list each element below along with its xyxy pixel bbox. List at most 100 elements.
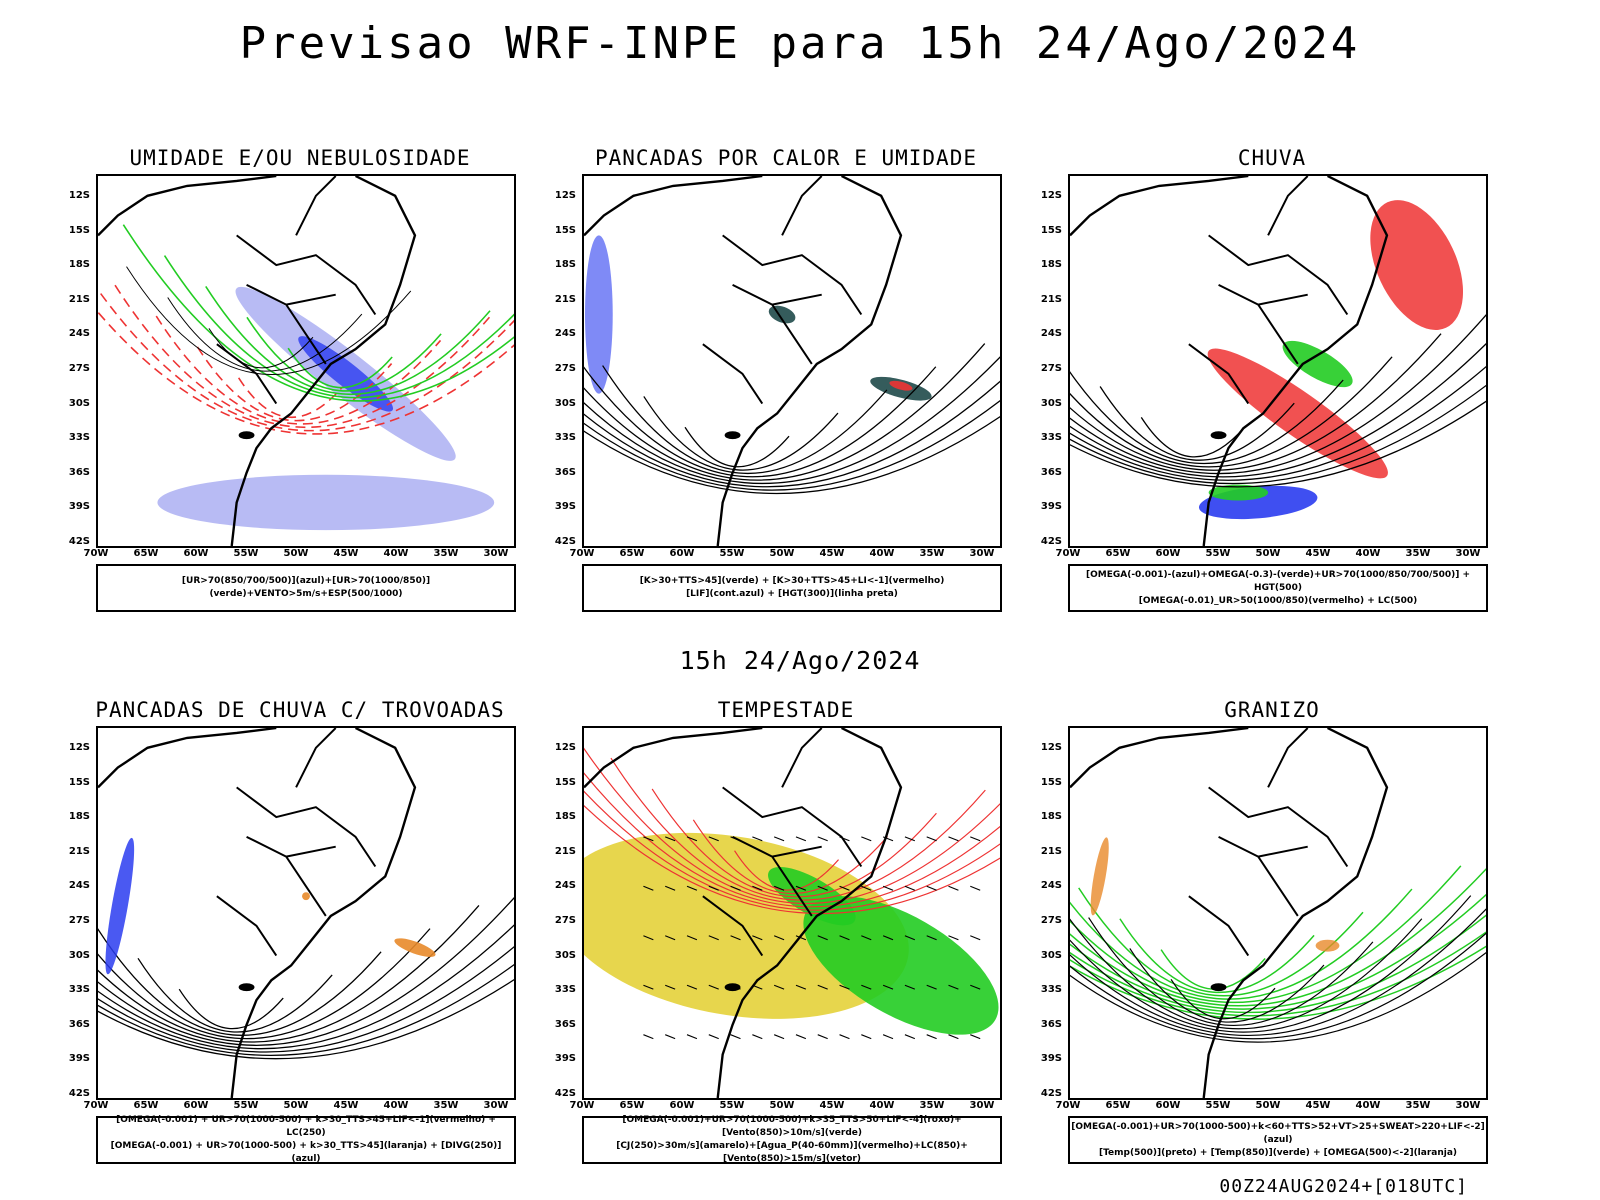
lat-tick-label: 33S: [1040, 984, 1062, 996]
contour-line: [643, 396, 839, 471]
contour-line: [1070, 356, 1393, 468]
shaded-area: [1090, 837, 1109, 916]
panel-title: UMIDADE E/OU NEBULOSIDADE: [129, 146, 471, 170]
lon-tick-label: 40W: [1355, 1100, 1381, 1111]
coastline: [1070, 728, 1389, 1098]
lon-tick-label: 50W: [769, 1100, 795, 1111]
wind-vector: [773, 836, 785, 842]
shaded-area: [803, 896, 999, 1035]
panel-legend: [UR>70(850/700/500)](azul)+[UR>70(1000/8…: [96, 564, 516, 612]
lat-tick-label: 24S: [68, 880, 90, 892]
legend-line: [K>30+TTS>45](verde) + [K>30+TTS>45+LI<-…: [639, 576, 945, 586]
lat-tick-label: 33S: [68, 984, 90, 996]
lon-tick-label: 50W: [769, 548, 795, 559]
lat-tick-label: 30S: [68, 397, 90, 409]
lon-tick-label: 65W: [619, 1100, 645, 1111]
coastline: [584, 176, 903, 546]
wind-vector: [752, 935, 763, 941]
lon-tick-label: 45W: [1305, 1100, 1331, 1111]
contour-line: [205, 285, 491, 396]
lat-tick-label: 21S: [554, 293, 576, 305]
wind-vector: [882, 1034, 894, 1040]
wind-vector: [752, 885, 763, 891]
wind-vector: [686, 935, 698, 941]
lat-tick-label: 21S: [68, 845, 90, 857]
lat-tick-label: 39S: [554, 501, 576, 513]
main-title: Previsao WRF-INPE para 15h 24/Ago/2024: [239, 18, 1361, 69]
lat-tick-label: 27S: [1040, 363, 1062, 374]
lat-tick-label: 42S: [68, 536, 90, 547]
lat-tick-label: 39S: [1040, 501, 1062, 513]
lon-tick-label: 60W: [183, 548, 209, 559]
coastline: [584, 728, 903, 1098]
coastline: [98, 728, 417, 1098]
lat-tick-label: 39S: [68, 501, 90, 513]
shaded-area: [1207, 348, 1388, 479]
contour-line: [1070, 370, 1344, 465]
lagoon: [1210, 983, 1227, 992]
wind-vector: [752, 1034, 763, 1040]
wind-vector: [948, 885, 959, 891]
lat-tick-label: 27S: [554, 915, 576, 926]
lon-tick-label: 40W: [869, 548, 895, 559]
contour-line: [98, 928, 431, 1040]
lon-tick-label: 50W: [1255, 1100, 1281, 1111]
shaded-area: [1370, 200, 1464, 330]
coastline: [1070, 176, 1389, 546]
contour-line: [1088, 917, 1374, 1026]
lat-tick-label: 36S: [554, 466, 576, 478]
lat-tick-label: 30S: [554, 949, 576, 961]
lon-tick-label: 55W: [1205, 548, 1231, 559]
wind-vector: [795, 984, 807, 990]
contour-line: [584, 399, 1000, 491]
lon-tick-label: 40W: [869, 1100, 895, 1111]
lat-tick-label: 27S: [1040, 915, 1062, 926]
lagoon: [238, 983, 255, 992]
wind-vector: [861, 1034, 872, 1040]
contour-line: [163, 255, 514, 399]
contour-line: [584, 343, 986, 481]
lon-tick-label: 30W: [969, 548, 995, 559]
contour-line: [98, 924, 514, 1050]
wind-vector: [708, 935, 719, 941]
lon-tick-label: 70W: [569, 1100, 595, 1111]
lat-tick-label: 15S: [68, 224, 90, 236]
wind-vector: [926, 885, 937, 891]
contour-line: [1070, 945, 1486, 1020]
wind-vector: [730, 1034, 741, 1040]
lon-tick-label: 60W: [1155, 1100, 1181, 1111]
map-granizo: [1068, 726, 1488, 1100]
legend-line: [CJ(250)>30m/s](amarelo)+[Agua_P(40-60mm…: [616, 1141, 968, 1164]
contour-line: [1070, 333, 1442, 471]
country-borders: [216, 728, 377, 957]
lat-tick-label: 42S: [68, 1088, 90, 1099]
lagoon: [724, 983, 741, 992]
lon-tick-label: 35W: [433, 548, 459, 559]
lon-tick-label: 45W: [333, 1100, 359, 1111]
lat-tick-label: 24S: [68, 328, 90, 340]
contour-line: [98, 288, 514, 432]
lon-tick-label: 55W: [719, 1100, 745, 1111]
wind-vector: [882, 935, 894, 941]
lon-tick-label: 30W: [969, 1100, 995, 1111]
wind-vector: [839, 885, 850, 891]
legend-line: [OMEGA(-0.001)+UR>70(1000-500)+k<60+TTS>…: [1071, 1121, 1485, 1145]
lat-tick-label: 18S: [1040, 259, 1062, 271]
lon-tick-label: 65W: [1105, 548, 1131, 559]
lat-tick-label: 33S: [68, 432, 90, 444]
contour-line: [584, 804, 1000, 914]
map-canvas: [98, 728, 514, 1098]
shaded-area: [1315, 939, 1340, 952]
lon-tick-label: 55W: [719, 548, 745, 559]
contour-line: [1078, 887, 1364, 997]
lat-tick-label: 36S: [68, 466, 90, 478]
wind-vector: [643, 984, 654, 990]
lat-tick-label: 12S: [68, 742, 90, 753]
country-borders: [702, 176, 863, 405]
panel-title: TEMPESTADE: [717, 698, 855, 722]
wind-vector: [795, 836, 807, 842]
contour-line: [196, 346, 393, 422]
wind-vector: [643, 885, 654, 891]
lon-tick-label: 35W: [1405, 548, 1431, 559]
map-umidade: [96, 174, 516, 548]
